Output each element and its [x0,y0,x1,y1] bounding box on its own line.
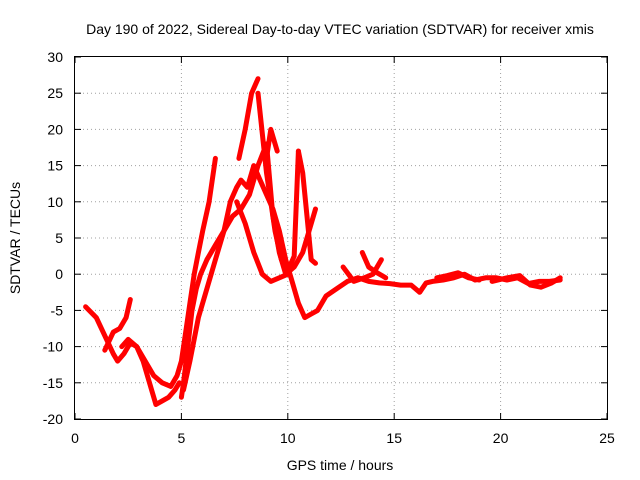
y-tick-label: 10 [47,194,63,210]
x-tick-label: 25 [599,430,615,446]
series-sat-c [119,336,182,407]
series-sat-l [359,250,389,281]
y-tick-label: -10 [43,339,63,355]
data-series [83,76,563,407]
y-tick-label: -20 [43,411,63,427]
plot-frame [74,56,608,420]
series-sat-e [181,163,563,393]
series-sat-m [434,270,482,283]
x-tick-label: 0 [71,430,79,446]
chart-title: Day 190 of 2022, Sidereal Day-to-day VTE… [86,21,594,37]
x-tick-label: 20 [493,430,509,446]
x-tick-label: 15 [386,430,402,446]
y-tick-label: 25 [47,85,63,101]
series-sat-n [489,273,563,290]
series-sat-g [234,199,291,284]
x-axis-label: GPS time / hours [287,457,394,473]
series-sat-a [83,155,218,389]
gridlines [75,57,607,419]
x-tick-labels: 0 5 10 15 20 25 [71,430,615,446]
x-tick-label: 5 [178,430,186,446]
y-tick-label: 15 [47,158,63,174]
series-sat-b [102,297,133,353]
y-tick-label: 5 [55,230,63,246]
y-tick-labels: -20 -15 -10 -5 0 5 10 15 20 25 30 [43,49,63,427]
y-tick-label: -15 [43,375,63,391]
y-tick-label: -5 [51,302,64,318]
x-tick-label: 10 [280,430,296,446]
y-axis-label: SDTVAR / TECUs [7,182,23,294]
series-sat-j [295,148,318,266]
axis-ticks [74,56,608,420]
y-tick-label: 30 [47,49,63,65]
y-tick-label: 20 [47,121,63,137]
y-tick-label: 0 [55,266,63,282]
series-sat-i [264,126,280,161]
series-sat-h [255,90,301,274]
series-sat-f [236,76,261,161]
